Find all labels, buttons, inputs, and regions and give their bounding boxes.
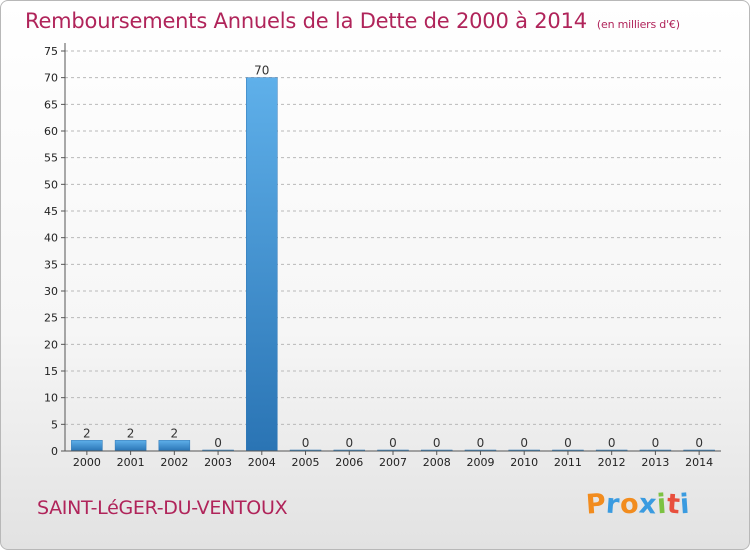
chart-title: Remboursements Annuels de la Dette de 20…: [25, 9, 680, 33]
commune-name: SAINT-LéGER-DU-VENTOUX: [37, 497, 288, 519]
x-tick-label: 2009: [466, 456, 494, 469]
labels: 0510152025303540455055606570752200022001…: [44, 45, 713, 469]
chart-title-text: Remboursements Annuels de la Dette de 20…: [25, 9, 587, 33]
bar-value-label: 0: [695, 436, 703, 450]
axes: [61, 43, 721, 455]
bar-2004: [246, 77, 278, 452]
y-tick-label: 70: [44, 72, 58, 85]
bar-value-label: 0: [389, 436, 397, 450]
y-tick-label: 15: [44, 365, 58, 378]
proxiti-logo: Proxiti: [584, 488, 692, 521]
y-tick-label: 25: [44, 312, 58, 325]
bar-value-label: 0: [214, 436, 222, 450]
x-tick-label: 2000: [73, 456, 101, 469]
bar-value-label: 2: [127, 426, 135, 440]
x-tick-label: 2003: [204, 456, 232, 469]
y-tick-label: 10: [44, 392, 58, 405]
x-tick-label: 2002: [160, 456, 188, 469]
logo-letter: o: [619, 488, 641, 521]
y-tick-label: 35: [44, 258, 58, 271]
y-tick-label: 0: [51, 445, 58, 458]
y-tick-label: 40: [44, 232, 58, 245]
logo-letter: P: [584, 488, 608, 521]
x-tick-label: 2006: [335, 456, 363, 469]
x-tick-label: 2014: [685, 456, 713, 469]
x-tick-label: 2011: [554, 456, 582, 469]
y-tick-label: 75: [44, 45, 58, 58]
y-tick-label: 45: [44, 205, 58, 218]
x-tick-label: 2005: [292, 456, 320, 469]
x-tick-label: 2010: [510, 456, 538, 469]
bar-value-label: 0: [345, 436, 353, 450]
bar-2000: [71, 440, 103, 452]
y-tick-label: 20: [44, 338, 58, 351]
y-tick-label: 55: [44, 152, 58, 165]
chart-subtitle: (en milliers d'€): [596, 18, 680, 31]
bar-value-label: 0: [652, 436, 660, 450]
x-tick-label: 2012: [598, 456, 626, 469]
y-tick-label: 60: [44, 125, 58, 138]
bar-value-label: 0: [302, 436, 310, 450]
bar-value-label: 0: [433, 436, 441, 450]
bar-value-label: 0: [608, 436, 616, 450]
y-tick-label: 65: [44, 98, 58, 111]
x-tick-label: 2013: [641, 456, 669, 469]
y-tick-label: 30: [44, 285, 58, 298]
bar-value-label: 2: [83, 426, 91, 440]
x-tick-label: 2004: [248, 456, 276, 469]
x-tick-label: 2007: [379, 456, 407, 469]
bar-value-label: 0: [520, 436, 528, 450]
logo-letter: i: [679, 488, 692, 521]
bar-value-label: 0: [564, 436, 572, 450]
y-tick-label: 5: [51, 418, 58, 431]
logo-letter: x: [638, 488, 659, 521]
bar-value-label: 0: [477, 436, 485, 450]
grid-lines: [65, 50, 721, 425]
bar-value-label: 2: [171, 426, 179, 440]
bar-2001: [114, 440, 147, 452]
x-tick-label: 2008: [423, 456, 451, 469]
bar-2002: [158, 440, 191, 452]
y-tick-label: 50: [44, 178, 58, 191]
x-tick-label: 2001: [117, 456, 145, 469]
bar-value-label: 70: [254, 64, 269, 78]
bars: [71, 77, 715, 452]
